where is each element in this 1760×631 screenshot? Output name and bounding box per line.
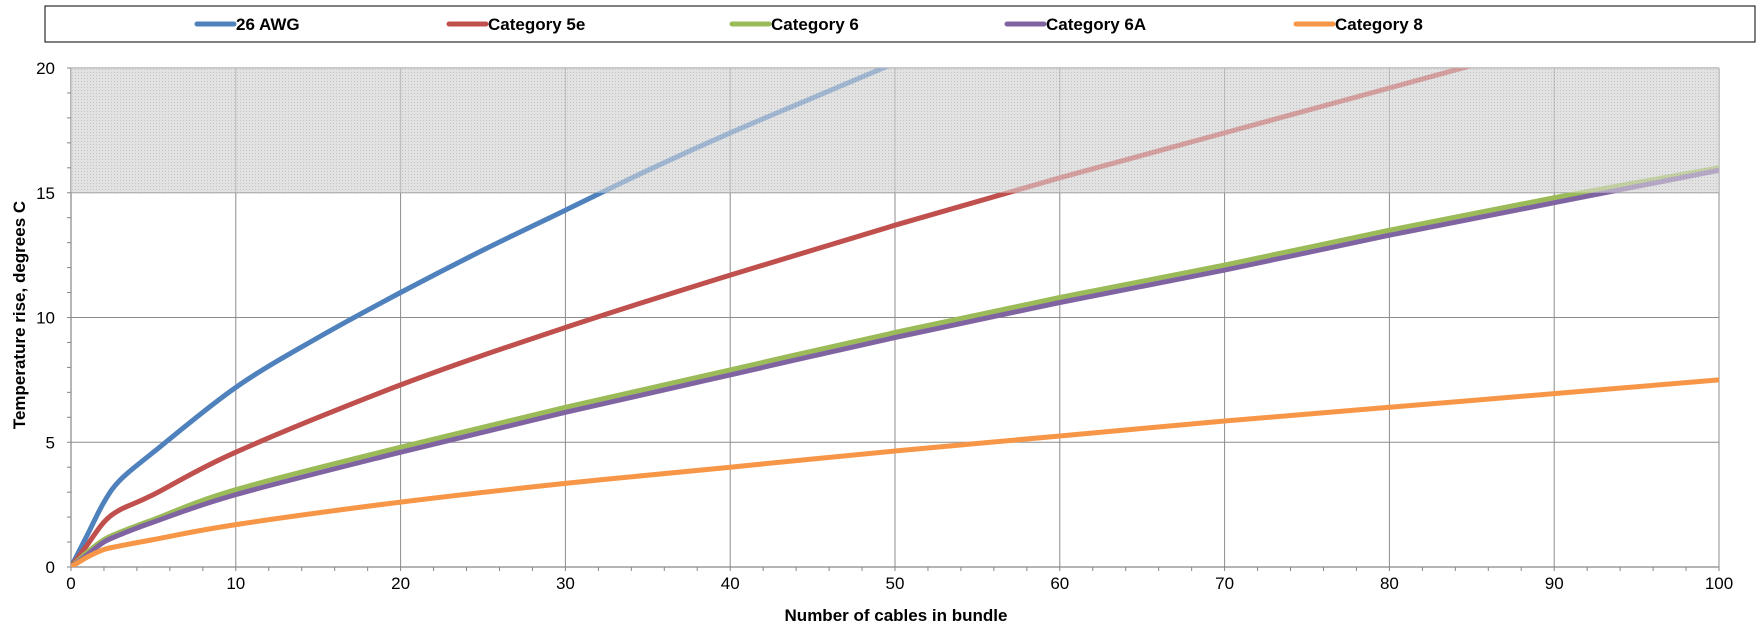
legend-box — [44, 5, 1756, 43]
x-tick-label: 90 — [1545, 574, 1564, 593]
legend-label: Category 5e — [488, 15, 585, 34]
plot-area: 0 10 20 30 40 50 60 70 80 90 100 0 5 10 15 20 — [36, 59, 1733, 593]
series-line-category-8 — [71, 377, 1719, 567]
x-tick-label: 70 — [1215, 574, 1234, 593]
x-tick-label: 0 — [66, 574, 75, 593]
x-tick-label: 40 — [721, 574, 740, 593]
x-tick-label: 80 — [1380, 574, 1399, 593]
x-tick-label: 100 — [1705, 574, 1733, 593]
y-tick-label: 0 — [46, 558, 55, 577]
legend-label: Category 6 — [771, 15, 859, 34]
legend-label: Category 8 — [1335, 15, 1423, 34]
shaded-region-overlay — [71, 68, 1719, 193]
legend-label: Category 6A — [1046, 15, 1146, 34]
y-tick-label: 15 — [36, 184, 55, 203]
y-tick-label: 10 — [36, 309, 55, 328]
x-tick-label: 60 — [1050, 574, 1069, 593]
x-tick-label: 10 — [226, 574, 245, 593]
y-tick-label: 5 — [46, 433, 55, 452]
series-line-category-6a — [71, 167, 1719, 567]
x-axis-title: Number of cables in bundle — [785, 606, 1008, 625]
x-tick-label: 30 — [556, 574, 575, 593]
legend-label: 26 AWG — [236, 15, 300, 34]
y-axis-title: Temperature rise, degrees C — [10, 201, 29, 429]
x-tick-label: 50 — [886, 574, 905, 593]
x-tick-label: 20 — [391, 574, 410, 593]
y-tick-label: 20 — [36, 59, 55, 78]
legend: 26 AWG Category 5e Category 6 Category 6A Ca… — [44, 5, 1756, 43]
